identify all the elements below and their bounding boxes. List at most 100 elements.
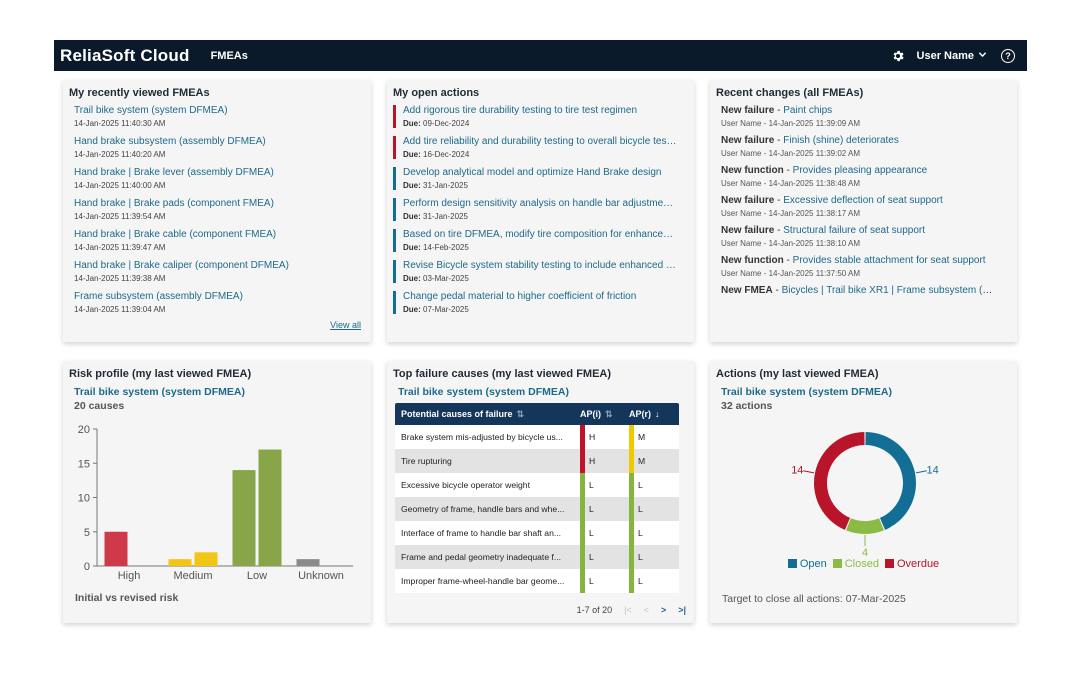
view-all-link[interactable]: View all	[330, 320, 361, 330]
user-menu[interactable]: User Name	[917, 50, 987, 62]
action-due-date: 31-Jan-2025	[423, 181, 468, 190]
table-row[interactable]: Brake system mis-adjusted by bicycle us.…	[395, 425, 679, 449]
cause-cell: Brake system mis-adjusted by bicycle us.…	[401, 432, 563, 442]
change-meta: User Name - 14-Jan-2025 11:38:48 AM	[721, 179, 861, 188]
risk-bar-high	[104, 531, 128, 566]
action-link[interactable]: Add tire reliability and durability test…	[403, 136, 678, 147]
help-icon[interactable]: ?	[1001, 48, 1015, 63]
col-api[interactable]: AP(i) ⇅	[580, 403, 629, 425]
sort-desc-icon: ↓	[655, 409, 660, 419]
recent-fmea-link[interactable]: Hand brake | Brake cable (component FMEA…	[74, 229, 277, 240]
change-link[interactable]: Structural failure of seat support	[783, 225, 925, 236]
change-link[interactable]: Provides stable attachment for seat supp…	[792, 255, 986, 266]
top-causes-fmea-link[interactable]: Trail bike system (system DFMEA)	[398, 386, 569, 398]
col-causes[interactable]: Potential causes of failure ⇅	[395, 409, 580, 420]
action-link[interactable]: Perform design sensitivity analysis on h…	[403, 198, 678, 209]
table-row[interactable]: Tire rupturing H M	[395, 449, 679, 473]
change-link[interactable]: Paint chips	[783, 105, 833, 116]
recent-fmeas-title: My recently viewed FMEAs	[69, 87, 210, 99]
action-text: Develop analytical model and optimize Ha…	[403, 167, 678, 190]
recent-fmea-link[interactable]: Hand brake | Brake pads (component FMEA)	[74, 198, 274, 209]
col-apr-label: AP(r)	[629, 409, 651, 419]
action-link[interactable]: Change pedal material to higher coeffici…	[403, 291, 637, 302]
next-page-icon[interactable]: >	[660, 605, 667, 615]
action-due-label: Due:	[403, 212, 421, 221]
table-row[interactable]: Geometry of frame, handle bars and whe..…	[395, 497, 679, 521]
donut-leader-line	[803, 470, 815, 474]
action-due-date: 31-Jan-2025	[423, 212, 468, 221]
legend-item-overdue: Overdue	[884, 558, 939, 570]
change-link[interactable]: Excessive deflection of seat support	[783, 195, 943, 206]
recent-fmea-link[interactable]: Trail bike system (system DFMEA)	[74, 105, 228, 116]
api-value: L	[589, 528, 594, 538]
table-row[interactable]: Excessive bicycle operator weight L L	[395, 473, 679, 497]
change-line: New failure - Finish (shine) deteriorate…	[721, 135, 996, 146]
change-kind: New FMEA	[721, 285, 773, 296]
change-link[interactable]: Finish (shine) deteriorates	[783, 135, 899, 146]
action-status-bar	[393, 229, 396, 252]
ap-level-bar	[580, 425, 585, 449]
ap-level-bar	[580, 473, 585, 497]
action-due-label: Due:	[403, 305, 421, 314]
action-item: Add rigorous tire durability testing to …	[393, 105, 688, 128]
change-line: New failure - Structural failure of seat…	[721, 225, 996, 236]
recent-changes-title: Recent changes (all FMEAs)	[716, 87, 864, 99]
gear-icon[interactable]	[891, 49, 905, 63]
change-separator: -	[774, 195, 784, 206]
ap-level-bar	[629, 473, 634, 497]
action-due-date: 14-Feb-2025	[423, 243, 469, 252]
recent-fmea-date: 14-Jan-2025 11:39:38 AM	[74, 274, 166, 283]
action-due-label: Due:	[403, 150, 421, 159]
x-tick-label: Medium	[173, 570, 212, 582]
change-item: New failure - Paint chips User Name - 14-…	[716, 105, 1011, 128]
action-due: Due: 31-Jan-2025	[403, 212, 678, 221]
change-line: New function - Provides pleasing appeara…	[721, 165, 996, 176]
action-status-bar	[393, 260, 396, 283]
table-row[interactable]: Frame and pedal geometry inadequate f...…	[395, 545, 679, 569]
change-link[interactable]: Bicycles | Trail bike XR1 | Frame subsys…	[781, 285, 996, 296]
action-due: Due: 03-Mar-2025	[403, 274, 678, 283]
change-kind: New failure	[721, 105, 775, 116]
action-item: Develop analytical model and optimize Ha…	[393, 167, 688, 190]
risk-profile-fmea-link[interactable]: Trail bike system (system DFMEA)	[74, 386, 245, 398]
recent-fmea-link[interactable]: Hand brake | Brake lever (assembly DFMEA…	[74, 167, 274, 178]
x-tick-label: Unknown	[298, 570, 344, 582]
user-name: User Name	[916, 49, 974, 62]
recent-fmea-item: Hand brake | Brake pads (component FMEA)…	[69, 198, 365, 221]
nav-fmeas[interactable]: FMEAs	[210, 49, 248, 62]
table-row[interactable]: Interface of frame to handle bar shaft a…	[395, 521, 679, 545]
action-due: Due: 16-Dec-2024	[403, 150, 678, 159]
change-kind: New function	[721, 255, 784, 266]
apr-cell: M	[629, 449, 678, 473]
api-cell: L	[580, 545, 629, 569]
col-apr[interactable]: AP(r) ↓	[629, 403, 678, 425]
risk-bar-low	[232, 470, 256, 566]
legend-swatch	[832, 559, 842, 568]
cause-cell: Excessive bicycle operator weight	[401, 480, 530, 490]
action-link[interactable]: Add rigorous tire durability testing to …	[403, 105, 637, 116]
recent-fmea-item: Trail bike system (system DFMEA) 14-Jan-2…	[69, 105, 365, 128]
table-row[interactable]: Improper frame-wheel-handle bar geome...…	[395, 569, 679, 593]
change-item: New failure - Excessive deflection of se…	[716, 195, 1011, 218]
change-item: New failure - Structural failure of seat…	[716, 225, 1011, 248]
change-item: New function - Provides stable attachmen…	[716, 255, 1011, 278]
cause-cell: Interface of frame to handle bar shaft a…	[401, 528, 562, 538]
top-causes-title: Top failure causes (my last viewed FMEA)	[393, 368, 612, 380]
actions-summary-fmea-link[interactable]: Trail bike system (system DFMEA)	[721, 386, 892, 398]
brand-logo[interactable]: ReliaSoft Cloud	[60, 45, 190, 65]
col-api-label: AP(i)	[580, 409, 601, 419]
last-page-icon[interactable]: >|	[678, 605, 686, 615]
change-link[interactable]: Provides pleasing appearance	[792, 165, 928, 176]
first-page-icon: |<	[624, 605, 632, 615]
risk-profile-count: 20 causes	[74, 400, 125, 412]
action-link[interactable]: Revise Bicycle system stability testing …	[403, 260, 678, 271]
recent-fmea-link[interactable]: Hand brake subsystem (assembly DFMEA)	[74, 136, 266, 147]
api-cell: L	[580, 569, 629, 593]
y-tick-label: 15	[78, 458, 90, 470]
actions-summary-card: Actions (my last viewed FMEA) Trail bike…	[710, 361, 1017, 623]
recent-fmea-link[interactable]: Hand brake | Brake caliper (component DF…	[74, 260, 289, 271]
recent-fmea-link[interactable]: Frame subsystem (assembly DFMEA)	[74, 291, 243, 302]
action-link[interactable]: Based on tire DFMEA, modify tire composi…	[403, 229, 678, 240]
action-link[interactable]: Develop analytical model and optimize Ha…	[403, 167, 662, 178]
